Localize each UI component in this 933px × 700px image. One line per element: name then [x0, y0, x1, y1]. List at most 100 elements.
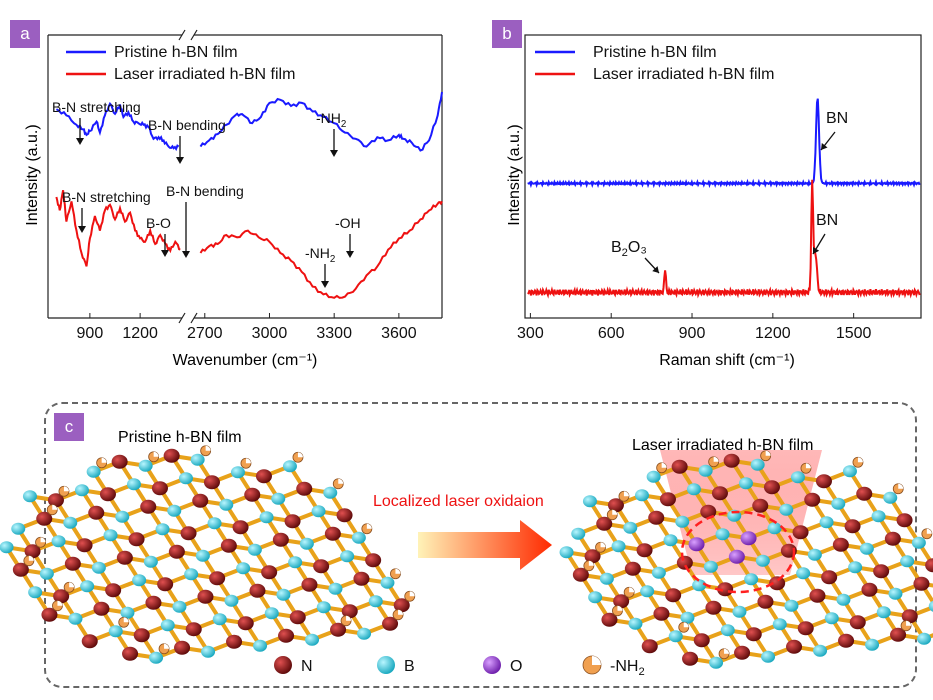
nitrogen-atom [745, 627, 762, 642]
nitrogen-atom [752, 498, 769, 513]
legend-label: O [510, 658, 522, 675]
boron-atom [680, 611, 695, 624]
legend-label: Laser irradiated h-BN film [593, 66, 774, 83]
panel-b-label: b [492, 20, 522, 48]
amine-hydrogen [765, 450, 771, 456]
nitrogen-atom [81, 634, 98, 649]
nitrogen-atom [255, 469, 272, 484]
legend-atom-2 [483, 656, 501, 674]
x-tick-label: 900 [679, 325, 706, 342]
nitrogen-atom [140, 499, 157, 514]
boron-atom [63, 516, 78, 529]
nitrogen-atom [41, 607, 58, 622]
boron-atom [819, 516, 834, 529]
nitrogen-atom [237, 616, 254, 631]
nitrogen-atom [36, 511, 53, 526]
nitrogen-atom [653, 606, 670, 621]
amine-hydrogen [683, 622, 689, 628]
boron-atom [368, 595, 383, 608]
amine-hydrogen [69, 582, 75, 588]
nitrogen-atom [88, 505, 105, 520]
boron-atom [224, 594, 239, 607]
amine-hydrogen [245, 458, 251, 464]
nitrogen-atom [249, 583, 266, 598]
boron-atom [628, 617, 643, 630]
nitrogen-atom [693, 633, 710, 648]
amine-hydrogen [857, 457, 863, 463]
nitrogen-atom [324, 526, 341, 541]
boron-atom [184, 568, 199, 581]
boron-atom [380, 576, 395, 589]
series-line-pristine [527, 98, 921, 189]
boron-atom [108, 625, 123, 638]
boron-atom [271, 492, 286, 505]
boron-atom [761, 650, 776, 663]
oxygen-atom [740, 531, 757, 546]
amine-hydrogen [661, 462, 667, 468]
legend-label: B [404, 658, 415, 675]
amine-hydrogen [926, 528, 932, 534]
nitrogen-atom [209, 571, 226, 586]
nitrogen-atom [861, 582, 878, 597]
annotation-arrowhead [346, 251, 354, 258]
chart-a: 900 1200 2700 3000 3300 3600 B-N stretching B-… [24, 29, 443, 369]
boron-atom [871, 510, 886, 523]
nitrogen-atom [99, 487, 116, 502]
boron-atom [91, 561, 106, 574]
chart-b: 300 600 900 1200 1500 BN BN B2O₃ Pristine h-BN… [506, 34, 922, 369]
nitrogen-atom [792, 525, 809, 540]
boron-atom [876, 606, 891, 619]
amine-hydrogen [164, 643, 170, 649]
boron-atom [39, 567, 54, 580]
nitrogen-atom [890, 627, 907, 642]
annotation-label: B-N stretching [62, 189, 151, 205]
nitrogen-atom [572, 567, 589, 582]
nitrogen-atom [296, 481, 313, 496]
boron-atom [703, 560, 718, 573]
boron-atom [305, 633, 320, 646]
boron-atom [634, 489, 649, 502]
boron-atom [675, 515, 690, 528]
nitrogen-atom [289, 610, 306, 625]
series-line-irradiated [527, 179, 921, 299]
boron-atom [836, 593, 851, 606]
boron-atom [790, 471, 805, 484]
boron-atom [247, 543, 262, 556]
nitrogen-atom [601, 612, 618, 627]
boron-atom [779, 503, 794, 516]
plot-frame [524, 34, 922, 319]
gradient-arrow [418, 520, 552, 570]
amine-hydrogen [612, 509, 618, 515]
nitrogen-atom [122, 646, 139, 661]
boron-atom [900, 555, 915, 568]
amine-hydrogen [623, 491, 629, 497]
x-tick-label: 3300 [316, 325, 352, 342]
boron-atom [772, 618, 787, 631]
amine-hydrogen [617, 605, 623, 611]
annotation-label: BN [816, 212, 838, 229]
amine-hydrogen [409, 591, 415, 597]
boron-atom [755, 554, 770, 567]
x-tick-label: 3000 [252, 325, 288, 342]
boron-atom [323, 486, 338, 499]
boron-atom [155, 523, 170, 536]
amine-hydrogen [898, 483, 904, 489]
axis-break-mark [178, 312, 186, 324]
nitrogen-atom [636, 543, 653, 558]
boron-atom [767, 522, 782, 535]
legend-amine-h [592, 656, 601, 665]
x-tick-label: 1200 [755, 325, 791, 342]
nitrogen-atom [763, 480, 780, 495]
nitrogen-atom [64, 556, 81, 571]
boron-atom [842, 465, 857, 478]
nitrogen-atom [93, 601, 110, 616]
amine-hydrogen [600, 542, 606, 548]
x-tick-label: 300 [517, 325, 544, 342]
nitrogen-atom [648, 510, 665, 525]
boron-atom [22, 490, 37, 503]
axis-break-mark [190, 312, 198, 324]
nitrogen-atom [769, 576, 786, 591]
boron-atom [784, 599, 799, 612]
nitrogen-atom [145, 595, 162, 610]
nitrogen-atom [659, 492, 676, 507]
